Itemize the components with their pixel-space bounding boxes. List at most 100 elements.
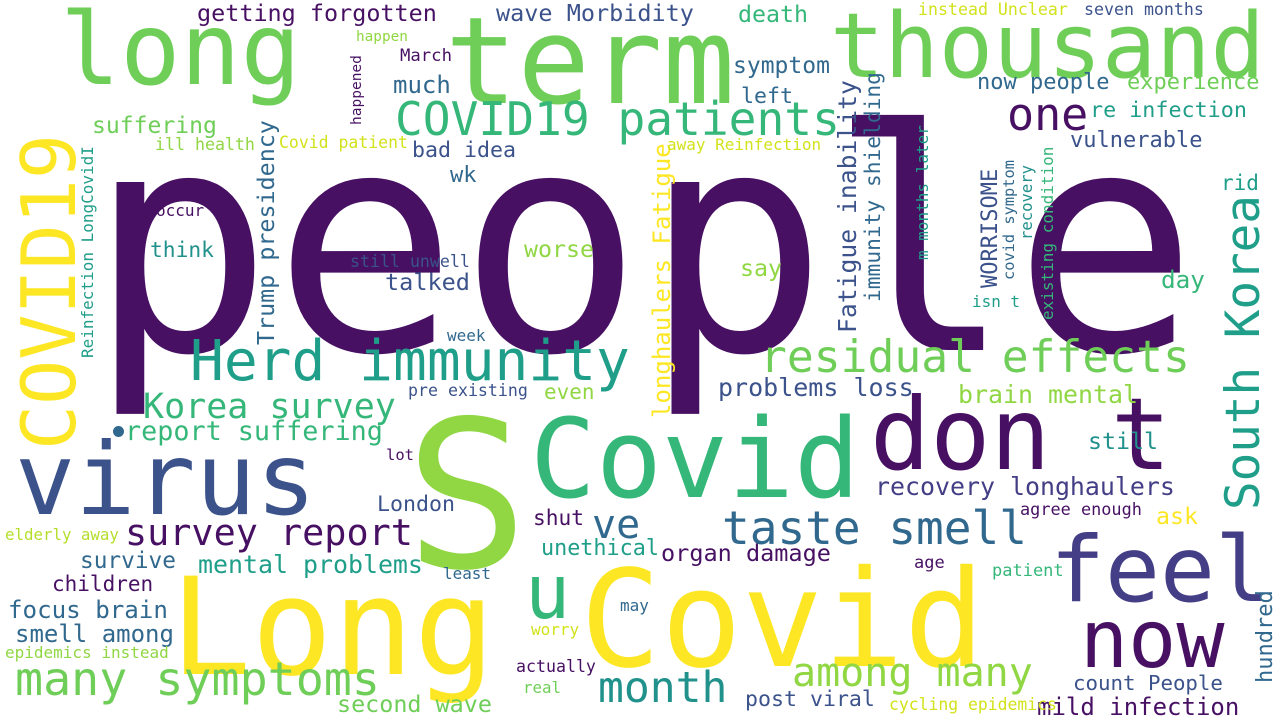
word-herd-immunity-16: Herd immunity (190, 328, 630, 394)
word-hundred-77: hundred (1253, 590, 1278, 683)
word-cycling-epidemics-94: cycling epidemics (889, 695, 1057, 715)
word-taste-smell-19: taste smell (722, 500, 1027, 555)
word-survive-79: survive (80, 548, 176, 575)
word-now-people-39: now people (977, 70, 1110, 95)
word-survey-report-21: survey report (125, 510, 413, 554)
word-still-unwell-57: still unwell (350, 252, 470, 272)
word-existing-condition-99: existing condition (1038, 146, 1057, 320)
word-smell-among-83: smell among (15, 620, 174, 648)
word-wk-54: wk (450, 163, 477, 188)
word-south-korea-18: South Korea (1216, 195, 1271, 510)
word-rid-62: rid (1221, 170, 1259, 196)
word-symptom-43: symptom (733, 53, 830, 79)
word-covid-7: Covid (580, 540, 985, 698)
word-experience-40: experience (1127, 70, 1260, 95)
word-long-2: long (60, 0, 301, 108)
word-elderly-away-78: elderly away (5, 525, 119, 545)
word-post-viral-90: post viral (745, 687, 875, 713)
word-covid-patient-51: Covid patient (279, 133, 408, 153)
word-worse-59: worse (524, 236, 594, 264)
word-long-6: Long (170, 549, 496, 706)
word-now-11: now (1080, 593, 1225, 686)
word-immunity-shielding-29: immunity shielding (861, 72, 886, 302)
word-suffering-49: suffering (92, 112, 217, 139)
word-week-64: week (447, 326, 486, 345)
word-don-t-9: don t (870, 376, 1172, 493)
word-residual-effects-17: residual effects (760, 331, 1190, 384)
word-happen-46: happen (356, 29, 408, 46)
word-wave-morbidity-35: wave Morbidity (496, 0, 694, 27)
word-virus-5: virus (15, 421, 317, 538)
word-london-69: London (377, 491, 455, 517)
word-u-12: u (525, 548, 571, 636)
word-actually-88: actually (516, 656, 596, 676)
word-feel-10: feel (1050, 516, 1270, 624)
word-organ-damage-72: organ damage (661, 539, 831, 568)
word-focus-brain-82: focus brain (8, 596, 168, 625)
dot-mark (113, 426, 124, 437)
word-mild-infection-93: mild infection (1037, 693, 1240, 720)
word-least-85: least (443, 563, 491, 583)
word-problems-loss-32: problems loss (718, 373, 914, 402)
word-count-people-92: count People (1073, 670, 1223, 695)
word-thousand-4: thousand (830, 0, 1265, 100)
word-pre-existing-65: pre existing (408, 381, 528, 401)
word-children-81: children (52, 572, 154, 596)
word-still-67: still (1088, 428, 1158, 456)
word-left-44: left (741, 84, 793, 110)
word-many-symptoms-23: many symptoms (15, 651, 380, 706)
word-people-0: people (88, 66, 1198, 424)
word-seven-months-38: seven months (1084, 0, 1204, 20)
word-covid-8: Covid (530, 395, 860, 524)
word-death-36: death (738, 0, 808, 28)
word-brain-mental-33: brain mental (958, 380, 1138, 410)
word-occur-55: occur (156, 201, 205, 220)
word-much-45: much (393, 71, 451, 99)
word-talked-58: talked (385, 268, 470, 297)
word-vulnerable-42: vulnerable (1070, 128, 1203, 153)
word-happened-48: happened (349, 55, 365, 125)
word-ve-20: ve (592, 502, 641, 548)
word-term-3: term (445, 0, 735, 133)
word-march-47: March (400, 46, 452, 67)
word-unethical-71: unethical (541, 536, 659, 562)
word-s-1: S (405, 378, 529, 616)
word-recovery-longhaulers-27: recovery longhaulers (875, 472, 1175, 502)
word-among-many-24: among many (792, 650, 1033, 696)
word-recovery-98: recovery (1018, 165, 1036, 240)
word-bad-idea-52: bad idea (412, 138, 516, 164)
word-report-suffering-26: report suffering (125, 415, 383, 447)
word-covid19-patients-14: COVID19 patients (395, 92, 840, 147)
word-real-89: real (523, 678, 561, 698)
word-second-wave-91: second wave (337, 689, 492, 718)
word-covid19-13: COVID19 (5, 133, 93, 450)
word-longhaulers-fatigue-30: longhaulers Fatigue (648, 143, 676, 418)
word-shut-70: shut (533, 505, 584, 531)
word-say-60: say (740, 255, 782, 283)
word-may-86: may (620, 596, 649, 615)
word-month-25: month (598, 663, 728, 713)
word-day-61: day (1161, 265, 1205, 295)
word-agree-enough-73: agree enough (1020, 499, 1142, 520)
word-one-15: one (1007, 88, 1089, 141)
word-reinfection-longcovidi-95: Reinfection LongCovidI (78, 146, 97, 358)
word-re-infection-41: re infection (1090, 98, 1247, 124)
word-away-reinfection-53: away Reinfection (667, 135, 822, 154)
word-mental-problems-80: mental problems (198, 549, 423, 579)
word-fatigue-inability-28: Fatigue inability (833, 80, 862, 333)
word-think-56: think (150, 237, 214, 263)
word-isn-t-63: isn t (972, 291, 1020, 311)
word-ask-74: ask (1156, 503, 1198, 531)
word-getting-forgotten-34: getting forgotten (197, 0, 437, 28)
word-korea-survey-22: Korea survey (143, 387, 396, 427)
word-instead-unclear-37: instead Unclear (918, 0, 1068, 20)
word-even-66: even (544, 380, 595, 404)
word-age-75: age (914, 553, 945, 573)
word-worry-87: worry (531, 620, 580, 639)
word-ill-health-50: ill health (155, 135, 255, 155)
word-trump-presidency-31: Trump presidency (252, 120, 280, 345)
word-epidemics-instead-84: epidemics instead (5, 643, 169, 662)
word-m-months-later-100: m months later (913, 125, 932, 260)
word-patient-76: patient (992, 561, 1064, 581)
